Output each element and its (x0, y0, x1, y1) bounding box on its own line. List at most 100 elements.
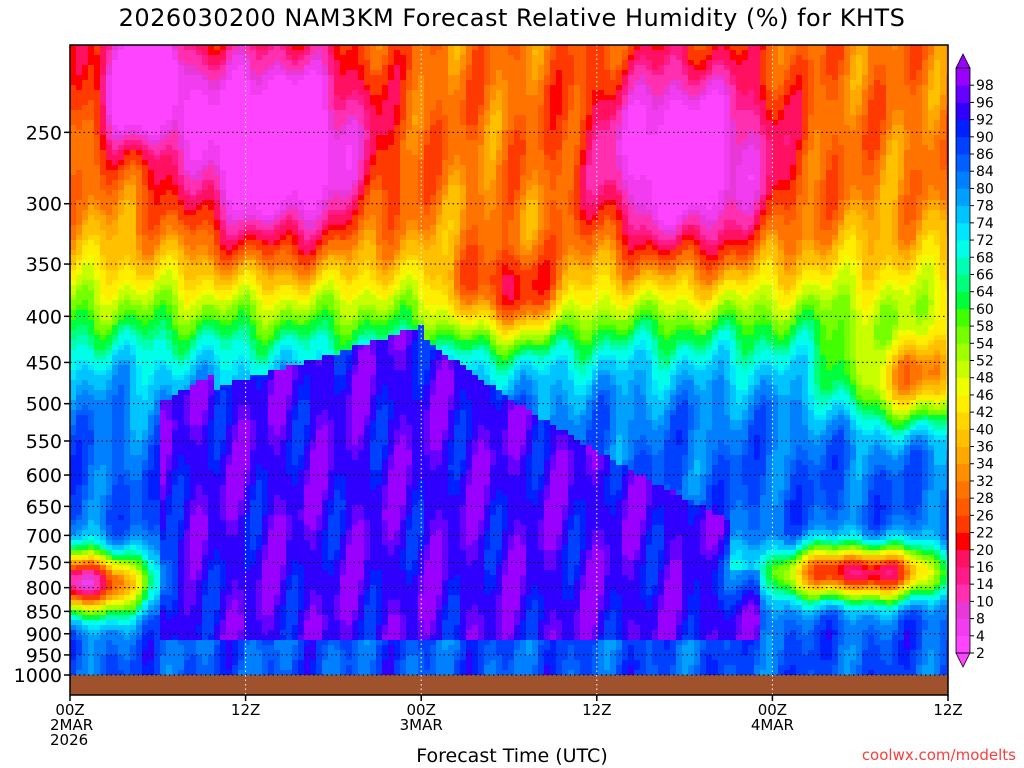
field-cell (106, 365, 113, 371)
field-cell (130, 580, 137, 586)
field-cell (226, 130, 233, 136)
field-cell (304, 205, 311, 211)
field-cell (250, 220, 257, 226)
field-cell (130, 570, 137, 576)
field-cell (190, 395, 197, 401)
field-cell (286, 470, 293, 476)
field-cell (82, 290, 89, 296)
field-cell (166, 485, 173, 491)
field-cell (304, 450, 311, 456)
field-cell (280, 550, 287, 556)
field-cell (154, 120, 161, 126)
field-cell (82, 525, 89, 531)
field-cell (274, 185, 281, 191)
field-cell (130, 655, 137, 661)
field-cell (130, 415, 137, 421)
field-cell (136, 435, 143, 441)
field-cell (214, 655, 221, 661)
field-cell (166, 605, 173, 611)
field-cell (160, 185, 167, 191)
field-cell (76, 590, 83, 596)
field-cell (88, 575, 95, 581)
field-cell (238, 145, 245, 151)
field-cell (190, 460, 197, 466)
field-cell (172, 445, 179, 451)
field-cell (214, 220, 221, 226)
field-cell (268, 145, 275, 151)
field-cell (304, 100, 311, 106)
field-cell (190, 125, 197, 131)
field-cell (154, 265, 161, 271)
field-cell (208, 565, 215, 571)
field-cell (148, 645, 155, 651)
field-cell (196, 215, 203, 221)
field-cell (274, 575, 281, 581)
field-cell (70, 415, 77, 421)
field-cell (70, 310, 77, 316)
field-cell (148, 300, 155, 306)
field-cell (136, 430, 143, 436)
field-cell (232, 160, 239, 166)
field-cell (292, 490, 299, 496)
field-cell (232, 110, 239, 116)
field-cell (100, 350, 107, 356)
field-cell (256, 435, 263, 441)
field-cell (172, 165, 179, 171)
field-cell (202, 170, 209, 176)
field-cell (226, 120, 233, 126)
field-cell (256, 350, 263, 356)
field-cell (94, 630, 101, 636)
field-cell (94, 75, 101, 81)
field-cell (112, 550, 119, 556)
field-cell (124, 525, 131, 531)
field-cell (142, 645, 149, 651)
field-cell (106, 120, 113, 126)
field-cell (220, 415, 227, 421)
field-cell (298, 600, 305, 606)
field-cell (136, 590, 143, 596)
field-cell (82, 175, 89, 181)
field-cell (304, 85, 311, 91)
field-cell (94, 300, 101, 306)
field-cell (136, 170, 143, 176)
field-cell (220, 215, 227, 221)
field-cell (274, 590, 281, 596)
field-cell (220, 295, 227, 301)
field-cell (100, 465, 107, 471)
field-cell (148, 495, 155, 501)
field-cell (274, 650, 281, 656)
field-cell (118, 375, 125, 381)
field-cell (304, 195, 311, 201)
field-cell (274, 170, 281, 176)
field-cell (250, 425, 257, 431)
field-cell (100, 145, 107, 151)
field-cell (130, 110, 137, 116)
field-cell (82, 265, 89, 271)
field-cell (100, 155, 107, 161)
field-cell (196, 60, 203, 66)
field-cell (226, 455, 233, 461)
field-cell (100, 60, 107, 66)
field-cell (232, 325, 239, 331)
field-cell (298, 345, 305, 351)
field-cell (298, 140, 305, 146)
field-cell (142, 285, 149, 291)
field-cell (106, 510, 113, 516)
field-cell (160, 195, 167, 201)
field-cell (244, 135, 251, 141)
field-cell (106, 440, 113, 446)
field-cell (268, 240, 275, 246)
field-cell (148, 460, 155, 466)
field-cell (184, 145, 191, 151)
field-cell (268, 65, 275, 71)
field-cell (226, 275, 233, 281)
field-cell (118, 380, 125, 386)
field-cell (148, 100, 155, 106)
field-cell (226, 615, 233, 621)
field-cell (202, 340, 209, 346)
field-cell (166, 315, 173, 321)
field-cell (142, 70, 149, 76)
field-cell (118, 70, 125, 76)
field-cell (244, 290, 251, 296)
field-cell (88, 440, 95, 446)
